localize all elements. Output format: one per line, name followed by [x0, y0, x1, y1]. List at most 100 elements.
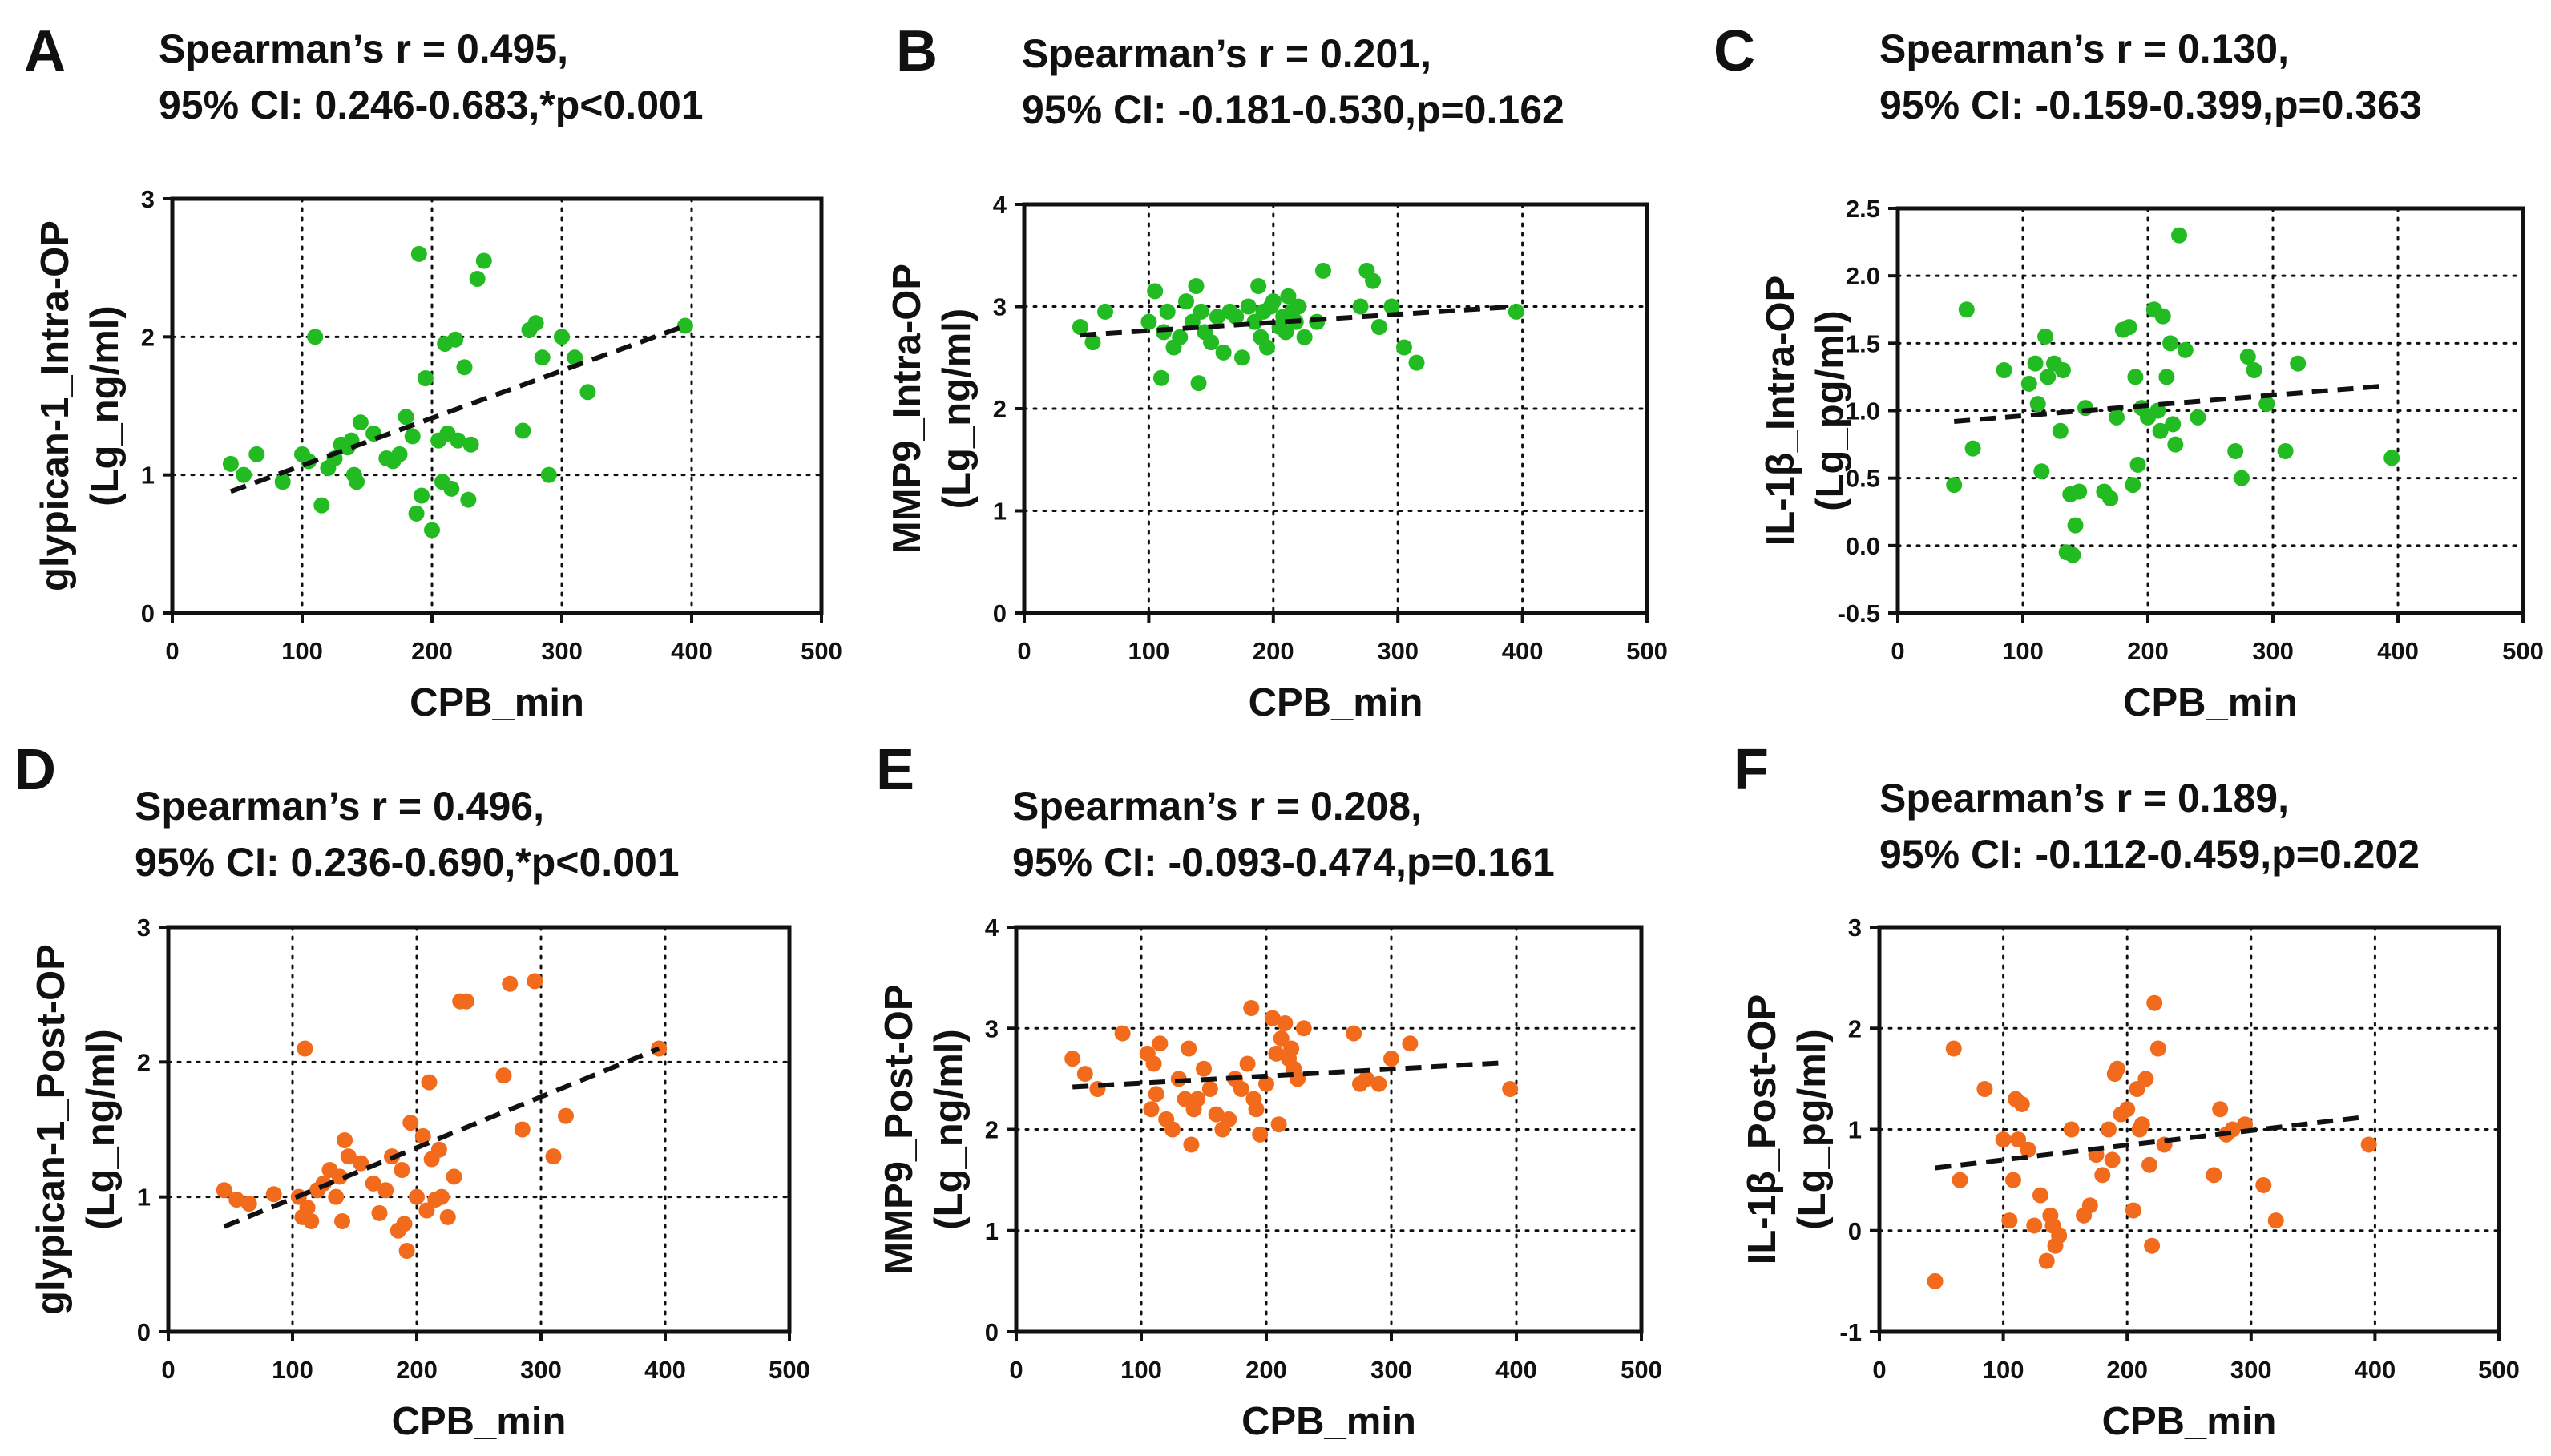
scatter-point	[297, 1040, 313, 1057]
scatter-point	[1927, 1272, 1944, 1289]
panel-a: A Spearman’s r = 0.495, 95% CI: 0.246-0.…	[24, 19, 842, 724]
scatter-point	[1383, 298, 1400, 315]
x-tick-label: 200	[1245, 1356, 1287, 1384]
panel-b: B Spearman’s r = 0.201, 95% CI: -0.181-0…	[886, 19, 1668, 724]
plot-area: 0 100 200 300 400 500 0 1 2 3 4 CPB_min MMP9_Post-OP…	[878, 914, 1662, 1443]
scatter-point	[409, 1188, 425, 1205]
x-axis-label: CPB_min	[1249, 681, 1423, 724]
scatter-point	[402, 1115, 419, 1131]
scatter-point	[430, 1141, 447, 1158]
scatter-point	[417, 370, 434, 387]
panel-e: E Spearman’s r = 0.208, 95% CI: -0.093-0…	[876, 738, 1662, 1443]
y-tick-label: 1.0	[1846, 397, 1880, 426]
scatter-point	[567, 349, 583, 366]
scatter-point	[2027, 355, 2044, 372]
scatter-point	[2144, 1237, 2161, 1254]
scatter-point	[2104, 1151, 2121, 1168]
stat-correlation: Spearman’s r = 0.495,	[159, 26, 568, 71]
scatter-point	[2162, 335, 2179, 352]
x-axis-label: CPB_min	[2123, 681, 2298, 724]
y-axis-label: glypican-1_Post-OP	[30, 944, 73, 1315]
scatter-point	[2146, 994, 2163, 1011]
stat-ci-p: 95% CI: -0.112-0.459,p=0.202	[1879, 832, 2420, 877]
x-tick-label: 300	[520, 1356, 562, 1384]
y-tick-label: 2	[1848, 1014, 1862, 1043]
scatter-point	[2051, 1228, 2068, 1244]
scatter-point	[1228, 309, 1245, 325]
scatter-point	[398, 1243, 415, 1259]
scatter-point	[1233, 1081, 1249, 1097]
scatter-point	[579, 384, 596, 401]
scatter-point	[2277, 443, 2294, 459]
scatter-point	[2227, 443, 2244, 459]
scatter-point	[398, 409, 414, 426]
stat-correlation: Spearman’s r = 0.201,	[1022, 31, 1431, 76]
scatter-point	[1145, 1055, 1162, 1072]
panel-d: D Spearman’s r = 0.496, 95% CI: 0.236-0.…	[14, 738, 810, 1443]
scatter-point	[2239, 349, 2256, 365]
x-tick-label: 200	[1253, 637, 1294, 665]
y-tick-label: 0	[993, 599, 1007, 627]
scatter-point	[534, 349, 551, 366]
scatter-point	[2102, 490, 2119, 506]
scatter-point	[1152, 369, 1169, 386]
scatter-point	[1221, 1111, 1237, 1127]
y-axis-label: (Lg_ng/ml)	[79, 1029, 123, 1229]
scatter-point	[328, 1188, 345, 1205]
scatter-point	[1270, 1116, 1287, 1133]
scatter-point	[1181, 1040, 1197, 1057]
x-tick-label: 100	[2002, 637, 2044, 665]
scatter-point	[1114, 1025, 1131, 1042]
x-tick-label: 400	[644, 1356, 686, 1384]
scatter-point	[1264, 1010, 1281, 1026]
scatter-point	[2290, 355, 2307, 372]
scatter-point	[2037, 328, 2054, 345]
scatter-point	[443, 480, 460, 497]
scatter-point	[1140, 313, 1157, 330]
scatter-point	[460, 491, 477, 508]
scatter-point	[2109, 1060, 2125, 1077]
scatter-point	[1209, 309, 1225, 325]
scatter-point	[1395, 339, 1412, 356]
scatter-point	[1976, 1081, 1993, 1097]
y-tick-label: -0.5	[1838, 599, 1880, 627]
y-tick-label: 2	[137, 1048, 151, 1076]
scatter-point	[2109, 409, 2125, 426]
scatter-point	[307, 329, 324, 345]
x-tick-label: 300	[1377, 637, 1419, 665]
x-axis-label: CPB_min	[392, 1400, 567, 1443]
scatter-point	[2094, 1167, 2111, 1184]
scatter-point	[410, 245, 427, 262]
scatter-point	[337, 1131, 353, 1148]
scatter-point	[228, 1192, 245, 1208]
scatter-point	[2149, 1040, 2166, 1057]
scatter-point	[2040, 369, 2057, 385]
scatter-point	[1188, 278, 1205, 294]
scatter-point	[1252, 1126, 1269, 1143]
scatter-point	[1290, 298, 1306, 315]
scatter-point	[1258, 1075, 1274, 1092]
scatter-point	[558, 1107, 574, 1124]
scatter-point	[1250, 278, 1267, 294]
scatter-point	[434, 1188, 450, 1205]
scatter-point	[2033, 463, 2050, 480]
scatter-point	[421, 1074, 438, 1091]
scatter-point	[2158, 369, 2175, 385]
scatter-point	[424, 522, 440, 538]
y-tick-label: 2.5	[1846, 195, 1880, 223]
scatter-point	[1402, 1035, 1419, 1052]
scatter-point	[2020, 1141, 2036, 1158]
scatter-point	[2054, 362, 2071, 378]
scatter-point	[2004, 1172, 2021, 1188]
x-tick-label: 0	[161, 1356, 175, 1384]
scatter-point	[515, 422, 531, 439]
x-tick-label: 0	[165, 637, 179, 665]
scatter-point	[2119, 1101, 2136, 1118]
scatter-point	[1290, 1071, 1306, 1087]
scatter-point	[2063, 1121, 2080, 1138]
stat-ci-p: 95% CI: 0.236-0.690,*p<0.001	[135, 840, 680, 885]
scatter-point	[2167, 436, 2184, 453]
y-tick-label: 0	[141, 599, 155, 627]
stat-correlation: Spearman’s r = 0.208,	[1012, 784, 1422, 829]
x-tick-label: 200	[2127, 637, 2169, 665]
